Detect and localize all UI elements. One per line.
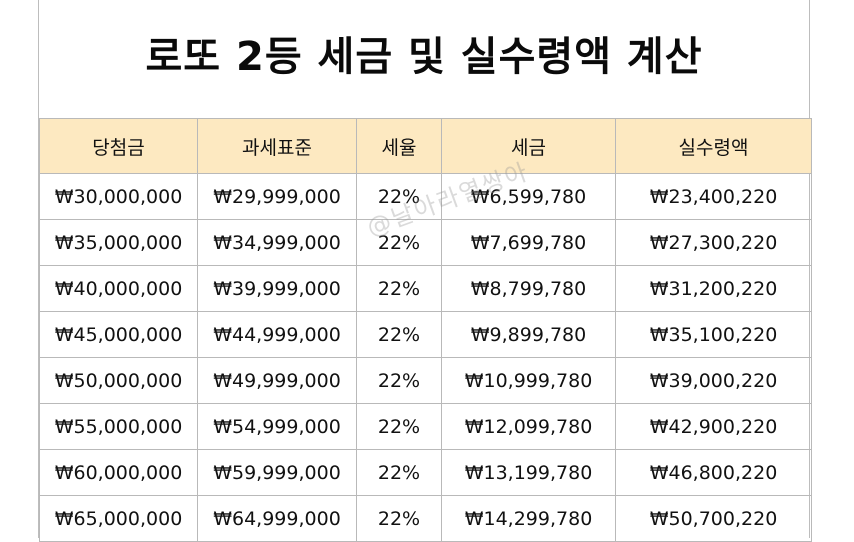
cell-taxable-base: ₩59,999,000 bbox=[197, 449, 357, 496]
cell-tax: ₩14,299,780 bbox=[441, 495, 616, 542]
cell-tax-rate: 22% bbox=[356, 173, 442, 220]
header-row: 당첨금 과세표준 세율 세금 실수령액 bbox=[39, 118, 812, 174]
cell-taxable-base: ₩39,999,000 bbox=[197, 265, 357, 312]
cell-tax: ₩6,599,780 bbox=[441, 173, 616, 220]
cell-tax: ₩13,199,780 bbox=[441, 449, 616, 496]
table-row: ₩60,000,000 ₩59,999,000 22% ₩13,199,780 … bbox=[39, 449, 812, 496]
cell-prize: ₩55,000,000 bbox=[39, 403, 198, 450]
header-taxable-base: 과세표준 bbox=[197, 118, 357, 174]
cell-taxable-base: ₩64,999,000 bbox=[197, 495, 357, 542]
tax-sheet: 로또 2등 세금 및 실수령액 계산 당첨금 과세표준 세율 세금 실수령액 ₩… bbox=[38, 0, 812, 542]
cell-tax-rate: 22% bbox=[356, 219, 442, 266]
cell-tax-rate: 22% bbox=[356, 403, 442, 450]
cell-taxable-base: ₩29,999,000 bbox=[197, 173, 357, 220]
tax-table: 당첨금 과세표준 세율 세금 실수령액 ₩30,000,000 ₩29,999,… bbox=[39, 118, 812, 542]
cell-prize: ₩40,000,000 bbox=[39, 265, 198, 312]
cell-tax-rate: 22% bbox=[356, 311, 442, 358]
cell-tax: ₩9,899,780 bbox=[441, 311, 616, 358]
cell-prize: ₩60,000,000 bbox=[39, 449, 198, 496]
cell-prize: ₩30,000,000 bbox=[39, 173, 198, 220]
cell-tax: ₩10,999,780 bbox=[441, 357, 616, 404]
cell-tax-rate: 22% bbox=[356, 265, 442, 312]
cell-taxable-base: ₩49,999,000 bbox=[197, 357, 357, 404]
cell-tax: ₩7,699,780 bbox=[441, 219, 616, 266]
header-prize: 당첨금 bbox=[39, 118, 198, 174]
cell-taxable-base: ₩54,999,000 bbox=[197, 403, 357, 450]
table-row: ₩35,000,000 ₩34,999,000 22% ₩7,699,780 ₩… bbox=[39, 219, 812, 266]
cell-net-amount: ₩39,000,220 bbox=[615, 357, 812, 404]
cell-net-amount: ₩46,800,220 bbox=[615, 449, 812, 496]
cell-tax: ₩12,099,780 bbox=[441, 403, 616, 450]
table-row: ₩30,000,000 ₩29,999,000 22% ₩6,599,780 ₩… bbox=[39, 173, 812, 220]
header-tax: 세금 bbox=[441, 118, 616, 174]
cell-taxable-base: ₩44,999,000 bbox=[197, 311, 357, 358]
header-net-amount: 실수령액 bbox=[615, 118, 812, 174]
table-row: ₩50,000,000 ₩49,999,000 22% ₩10,999,780 … bbox=[39, 357, 812, 404]
cell-prize: ₩50,000,000 bbox=[39, 357, 198, 404]
cell-net-amount: ₩35,100,220 bbox=[615, 311, 812, 358]
cell-net-amount: ₩50,700,220 bbox=[615, 495, 812, 542]
header-tax-rate: 세율 bbox=[356, 118, 442, 174]
cell-net-amount: ₩27,300,220 bbox=[615, 219, 812, 266]
cell-prize: ₩65,000,000 bbox=[39, 495, 198, 542]
cell-taxable-base: ₩34,999,000 bbox=[197, 219, 357, 266]
cell-prize: ₩35,000,000 bbox=[39, 219, 198, 266]
table-row: ₩40,000,000 ₩39,999,000 22% ₩8,799,780 ₩… bbox=[39, 265, 812, 312]
table-row: ₩55,000,000 ₩54,999,000 22% ₩12,099,780 … bbox=[39, 403, 812, 450]
cell-tax-rate: 22% bbox=[356, 449, 442, 496]
cell-tax-rate: 22% bbox=[356, 357, 442, 404]
table-row: ₩65,000,000 ₩64,999,000 22% ₩14,299,780 … bbox=[39, 495, 812, 542]
cell-prize: ₩45,000,000 bbox=[39, 311, 198, 358]
page-title: 로또 2등 세금 및 실수령액 계산 bbox=[145, 34, 703, 80]
cell-net-amount: ₩23,400,220 bbox=[615, 173, 812, 220]
cell-tax: ₩8,799,780 bbox=[441, 265, 616, 312]
cell-net-amount: ₩31,200,220 bbox=[615, 265, 812, 312]
cell-net-amount: ₩42,900,220 bbox=[615, 403, 812, 450]
cell-tax-rate: 22% bbox=[356, 495, 442, 542]
table-row: ₩45,000,000 ₩44,999,000 22% ₩9,899,780 ₩… bbox=[39, 311, 812, 358]
